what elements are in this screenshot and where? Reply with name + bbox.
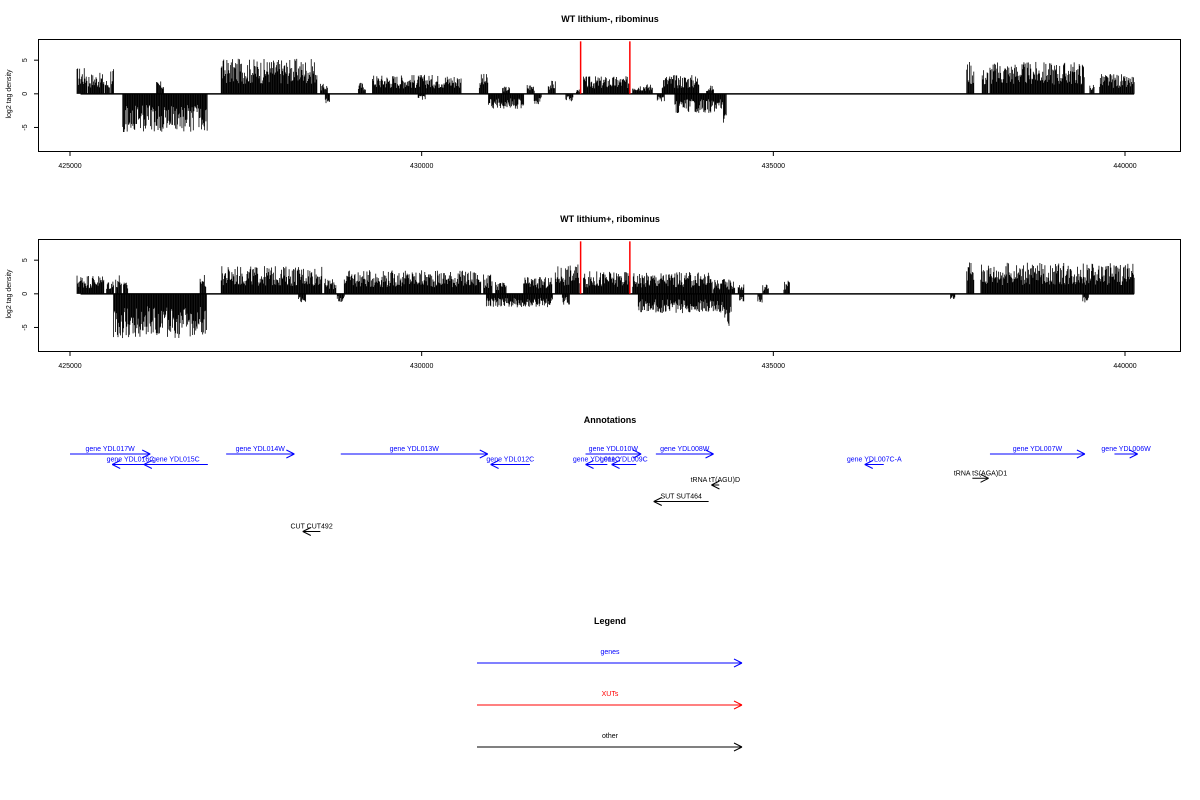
feature-label: CUT CUT492 [290, 524, 332, 531]
arrow-head [711, 484, 720, 490]
arrow-head [733, 704, 743, 710]
arrow-head [490, 464, 499, 469]
arrow-head [286, 449, 295, 455]
legend-title: Legend [594, 616, 626, 626]
gene-label: gene YDL010W [589, 446, 639, 453]
arrow-head [611, 464, 620, 469]
arrow-head [490, 460, 499, 465]
y-tick-label: 5 [22, 58, 29, 62]
arrow-head [864, 460, 873, 465]
panel-title: WT lithium+, ribominus [560, 214, 660, 224]
arrow-head [141, 453, 151, 459]
y-tick-label: -5 [22, 324, 29, 330]
arrow-head [1076, 449, 1086, 455]
arrow-head [733, 662, 743, 668]
y-tick-label: -5 [22, 124, 29, 130]
arrow-head [111, 460, 121, 465]
signal-bars [76, 58, 1135, 132]
axis-ticks: 425000 430000 435000 440000 -5 0 5 [22, 258, 1137, 370]
arrow-head [479, 449, 489, 455]
gene-label: gene YDL013W [390, 446, 440, 453]
arrow-head [980, 473, 989, 479]
arrow-head [733, 658, 743, 664]
arrow-head [632, 453, 642, 459]
arrow-head [611, 460, 620, 465]
gene-label: gene YDL014W [236, 446, 286, 453]
arrow-head [479, 453, 489, 459]
arrow-head [733, 746, 743, 752]
gene-label: gene YDL017W [85, 446, 135, 453]
axis-ticks: 425000 430000 435000 440000 -5 0 5 [22, 58, 1137, 170]
arrow-head [711, 480, 720, 486]
feature-label: SUT SUT464 [660, 494, 702, 501]
y-axis-label: log2 tag density [6, 269, 13, 319]
feature-label: tRNA tT(AGU)D [691, 477, 740, 484]
xut-marks [579, 241, 631, 294]
gene-label: gene YDL011C [573, 457, 620, 464]
arrow-head [585, 460, 594, 465]
legend-items: genes XUTs other [477, 649, 743, 752]
legend-label: other [602, 733, 619, 740]
y-tick-label: 0 [22, 92, 29, 96]
panel-title: WT lithium-, ribominus [561, 14, 659, 24]
plot-frame [38, 39, 1181, 152]
x-tick-label: 440000 [1113, 363, 1136, 370]
annotations-title: Annotations [584, 415, 637, 425]
arrow-head [653, 501, 662, 506]
legend-label: genes [600, 649, 620, 656]
arrow-head [705, 449, 714, 455]
arrow-head [653, 497, 662, 502]
arrow-head [864, 464, 873, 469]
y-tick-label: 5 [22, 258, 29, 262]
arrow-head [980, 477, 989, 483]
gene-label: gene YDL007C-A [847, 457, 902, 464]
feature-label: tRNA tS(AGA)D1 [954, 470, 1007, 477]
signal-bars [76, 262, 1135, 339]
arrow-head [111, 464, 121, 469]
gene-label: gene YDL016C [107, 457, 155, 464]
arrow-head [632, 449, 642, 455]
legend: Legend genes XUTs other [477, 616, 743, 752]
gene-label: gene YDL015C [152, 457, 200, 464]
arrow-head [1076, 453, 1086, 459]
x-tick-label: 435000 [762, 363, 785, 370]
xut-marks [579, 41, 631, 94]
y-tick-label: 0 [22, 292, 29, 296]
arrow-head [1129, 449, 1138, 455]
x-tick-label: 430000 [410, 363, 433, 370]
gene-label: gene YDL012C [486, 457, 534, 464]
arrow-head [1129, 453, 1138, 459]
arrow-head [733, 700, 743, 706]
arrow-head [585, 464, 594, 469]
arrow-head [705, 453, 714, 459]
x-tick-label: 435000 [762, 163, 785, 170]
plot-frame [38, 239, 1181, 352]
track-panel-lithium-plus: WT lithium+, ribominus log2 tag density … [6, 214, 1181, 370]
x-tick-label: 430000 [410, 163, 433, 170]
y-axis-label: log2 tag density [6, 69, 13, 119]
legend-label: XUTs [602, 691, 619, 698]
arrow-head [141, 449, 151, 455]
arrow-head [302, 531, 312, 536]
x-tick-label: 425000 [58, 163, 81, 170]
x-tick-label: 425000 [58, 363, 81, 370]
gene-label: gene YDL008W [660, 446, 710, 453]
arrow-head [143, 460, 153, 465]
gene-label: gene YDL009C [600, 457, 648, 464]
gene-label: gene YDL007W [1013, 446, 1063, 453]
gene-label: gene YDL006W [1101, 446, 1151, 453]
arrow-head [286, 453, 295, 459]
track-panel-lithium-minus: WT lithium-, ribominus log2 tag density … [6, 14, 1181, 170]
arrow-head [143, 464, 153, 469]
x-tick-label: 440000 [1113, 163, 1136, 170]
arrow-head [302, 527, 312, 532]
arrow-head [733, 742, 743, 748]
